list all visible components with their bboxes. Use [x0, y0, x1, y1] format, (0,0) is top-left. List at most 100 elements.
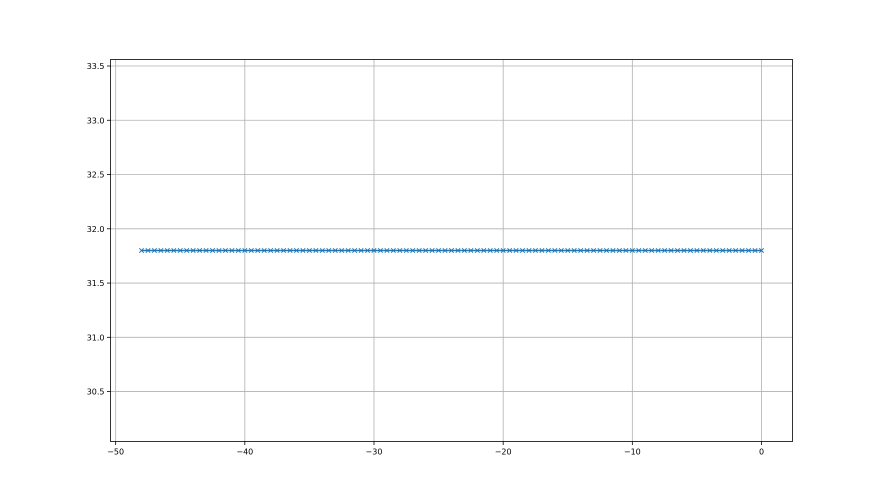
data-point: [216, 247, 222, 254]
y-tick-label: 33.5: [87, 62, 105, 71]
data-point: [539, 247, 545, 254]
data-point: [746, 247, 752, 254]
y-tick-label: 31.5: [87, 279, 105, 288]
data-point: [442, 247, 448, 254]
data-point: [481, 247, 487, 254]
data-point: [423, 247, 429, 254]
data-point: [700, 247, 706, 254]
data-point: [558, 247, 564, 254]
data-point: [584, 247, 590, 254]
data-point: [339, 247, 345, 254]
data-point: [674, 247, 681, 254]
data-point: [629, 247, 635, 254]
data-point: [352, 247, 358, 254]
data-point: [526, 247, 532, 254]
data-point: [197, 247, 203, 254]
data-point: [326, 247, 332, 254]
data-point: [662, 247, 668, 254]
data-point: [552, 247, 558, 254]
data-point: [268, 247, 274, 254]
data-point: [642, 247, 648, 254]
x-tick-label: −40: [236, 448, 253, 457]
data-point: [636, 247, 642, 254]
data-point: [571, 247, 577, 254]
data-point: [713, 247, 719, 254]
data-point: [565, 247, 571, 254]
data-point: [623, 247, 629, 254]
data-point: [274, 247, 280, 254]
data-point: [610, 247, 616, 254]
data-point: [313, 247, 319, 254]
data-point: [390, 247, 396, 254]
data-point: [209, 247, 216, 254]
data-point: [164, 247, 170, 254]
data-point: [229, 247, 235, 254]
data-point: [616, 247, 622, 254]
y-tick-label: 32.5: [87, 171, 105, 180]
data-point: [578, 247, 584, 254]
data-point: [184, 247, 190, 254]
data-point: [448, 247, 455, 254]
data-point: [242, 247, 248, 254]
data-point: [429, 247, 435, 254]
data-point: [345, 247, 351, 254]
axes-frame: [110, 59, 793, 442]
data-point: [384, 247, 390, 254]
data-point: [668, 247, 674, 254]
x-axis: −50 −40 −30 −20 −10 0: [107, 441, 764, 457]
data-point: [739, 247, 745, 254]
data-point: [261, 247, 267, 254]
y-tick-label: 33.0: [87, 116, 105, 125]
data-point: [591, 247, 597, 254]
data-point: [519, 247, 526, 254]
data-point: [597, 247, 603, 254]
data-point: [545, 247, 551, 254]
data-point: [752, 247, 758, 254]
data-point: [758, 247, 765, 254]
series-line: [138, 247, 765, 254]
data-point: [248, 247, 254, 254]
data-point: [177, 247, 183, 254]
data-point: [681, 247, 687, 254]
data-point: [687, 247, 694, 254]
data-point: [397, 247, 403, 254]
data-point: [306, 247, 312, 254]
y-tick-label: 30.5: [87, 388, 105, 397]
data-point: [371, 247, 377, 254]
data-point: [655, 247, 661, 254]
data-point: [138, 247, 145, 254]
data-point: [281, 247, 287, 254]
data-point: [319, 247, 325, 254]
data-point: [300, 247, 306, 254]
data-point: [733, 247, 739, 254]
data-point: [158, 247, 164, 254]
data-point: [332, 247, 338, 254]
x-tick-label: −10: [624, 448, 641, 457]
data-point: [235, 247, 241, 254]
data-point: [461, 247, 467, 254]
data-point: [649, 247, 655, 254]
data-point: [532, 247, 539, 254]
data-point: [203, 247, 209, 254]
data-point: [468, 247, 474, 254]
x-tick-label: −50: [107, 448, 124, 457]
data-point: [474, 247, 480, 254]
data-point: [377, 247, 384, 254]
y-axis: 30.5 31.0 31.5 32.0 32.5 33.0 33.5: [87, 62, 111, 397]
data-point: [494, 247, 500, 254]
data-point: [455, 247, 461, 254]
data-point: [255, 247, 261, 254]
data-point: [694, 247, 700, 254]
data-point: [487, 247, 493, 254]
data-point: [603, 247, 610, 254]
data-point: [364, 247, 371, 254]
y-tick-label: 31.0: [87, 333, 105, 342]
data-point: [720, 247, 726, 254]
data-point: [190, 247, 196, 254]
data-point: [507, 247, 513, 254]
data-point: [403, 247, 409, 254]
data-point: [293, 247, 300, 254]
data-point: [222, 247, 229, 254]
x-tick-label: −20: [495, 448, 512, 457]
x-tick-label: −30: [366, 448, 383, 457]
